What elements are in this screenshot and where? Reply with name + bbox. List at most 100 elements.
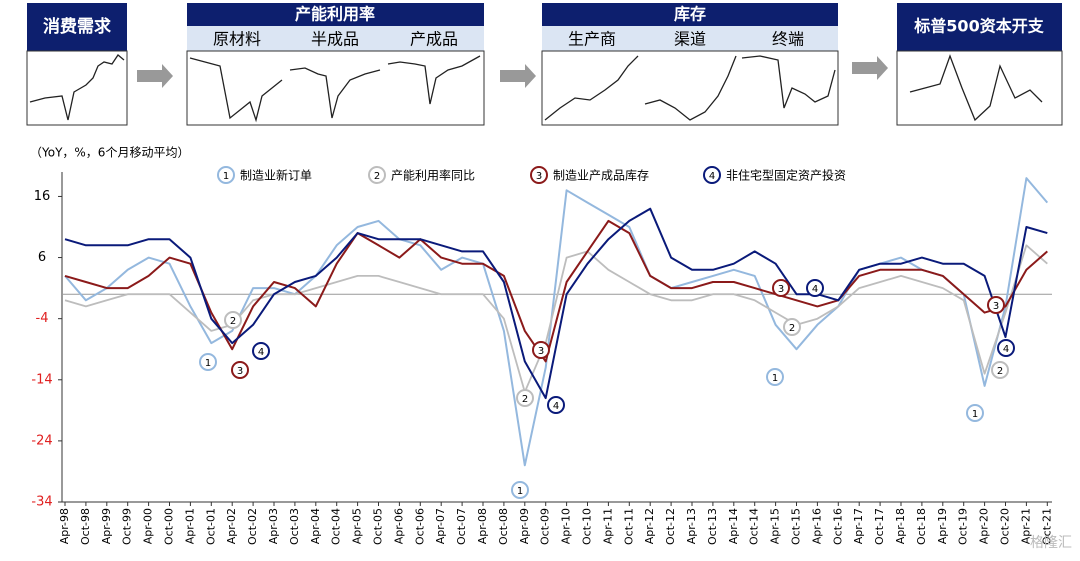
x-tick-label: Oct-03: [288, 508, 301, 545]
y-tick-label: -24: [31, 433, 52, 448]
annotation: 3: [237, 366, 243, 377]
box: [26, 50, 128, 126]
annotation-marker: [806, 279, 824, 297]
sparkline: [741, 55, 836, 109]
annotation: 4: [812, 284, 818, 295]
annotation: 3: [538, 346, 544, 357]
x-tick-label: Oct-19: [957, 508, 970, 545]
legend-number: 2: [374, 171, 380, 182]
x-tick-label: Oct-20: [999, 508, 1012, 545]
chart: 16 6 -4 -14 -24 -34 Apr-98 Oct-98 Apr-99 Oct-99 Ap…: [31, 166, 1072, 551]
x-tick-label: Oct-05: [372, 508, 385, 545]
x-tick-label: Apr-19: [936, 508, 949, 544]
x-tick-label: Oct-16: [831, 508, 844, 545]
series-line: [64, 219, 1048, 363]
box: [541, 50, 839, 126]
x-tick-label: Oct-11: [622, 508, 635, 545]
x-tick-label: Apr-00: [142, 508, 155, 544]
box-title: 消费需求: [43, 16, 111, 37]
box-item: 原材料: [213, 30, 261, 49]
legend-marker: [703, 166, 721, 184]
box-header: [187, 3, 484, 26]
x-tick-label: Apr-98: [58, 508, 71, 544]
legend-marker: [530, 166, 548, 184]
series-line: [64, 177, 1049, 467]
sparkline: [189, 57, 283, 123]
watermark: 格隆汇: [1030, 535, 1072, 551]
x-tick-label: Apr-18: [894, 508, 907, 544]
x-tick-label: Oct-15: [790, 508, 803, 545]
sparkline: [387, 55, 481, 105]
annotation-marker: [511, 481, 529, 499]
x-tick-label: Apr-20: [978, 508, 991, 544]
arrow: [852, 56, 888, 80]
box-header: [542, 3, 838, 26]
x-tick-label: Apr-16: [810, 508, 823, 544]
annotation-marker: [199, 353, 217, 371]
box-item: 终端: [772, 30, 804, 49]
x-tick-label: Apr-05: [351, 508, 364, 544]
x-tick-label: Apr-11: [601, 508, 614, 544]
legend-marker: [368, 166, 386, 184]
annotation: 2: [522, 394, 528, 405]
annotation: 3: [778, 284, 784, 295]
x-tick-label: Oct-21: [1040, 508, 1053, 545]
legend-marker: [217, 166, 235, 184]
x-tick-label: Apr-06: [392, 508, 405, 544]
annotation: 4: [1003, 344, 1009, 355]
x-tick-label: Oct-04: [330, 508, 343, 545]
annotation: 3: [993, 301, 999, 312]
sparkline: [544, 55, 639, 121]
series-line: [64, 207, 1048, 400]
x-tick-label: Apr-17: [852, 508, 865, 544]
annotation-marker: [516, 389, 534, 407]
box: [896, 50, 1063, 126]
annotation-marker: [783, 318, 801, 336]
x-tick-label: Oct-10: [581, 508, 594, 545]
legend-label: 非住宅型固定资产投资: [726, 168, 846, 183]
annotation-marker: [991, 361, 1009, 379]
x-tick-label: Apr-01: [183, 508, 196, 544]
box-title: 产能利用率: [295, 5, 375, 24]
arrow: [137, 64, 173, 88]
annotation: 2: [789, 323, 795, 334]
annotation-marker: [224, 311, 242, 329]
box-item: 渠道: [674, 30, 706, 49]
x-tick-label: Apr-09: [518, 508, 531, 544]
sparkline: [644, 55, 737, 121]
legend-label: 制造业产成品库存: [553, 168, 649, 183]
legend-label: 制造业新订单: [240, 168, 312, 183]
x-tick-label: Apr-04: [309, 508, 322, 544]
x-tick-label: Apr-12: [643, 508, 656, 544]
box-subheader: [187, 26, 484, 51]
legend-number: 4: [709, 171, 715, 182]
sparkline: [909, 54, 1043, 122]
x-tick-label: Oct-18: [915, 508, 928, 545]
box-header: [27, 3, 127, 51]
annotation-marker: [966, 404, 984, 422]
box-header: [897, 3, 1062, 51]
annotation: 1: [205, 358, 211, 369]
annotation-marker: [252, 342, 270, 360]
annotation-marker: [547, 396, 565, 414]
y-tick-label: 6: [38, 250, 46, 265]
x-tick-label: Apr-07: [434, 508, 447, 544]
x-tick-label: Oct-14: [748, 508, 761, 545]
annotation: 1: [517, 486, 523, 497]
annotation: 1: [772, 373, 778, 384]
box-title: 标普500资本开支: [913, 17, 1044, 36]
x-tick-label: Oct-06: [413, 508, 426, 545]
x-tick-label: Apr-99: [100, 508, 113, 544]
x-tick-label: Oct-07: [455, 508, 468, 545]
x-tick-label: Oct-17: [873, 508, 886, 545]
x-tick-label: Oct-99: [121, 508, 134, 545]
arrow: [500, 64, 536, 88]
y-tick-label: -34: [31, 495, 52, 510]
annotation-marker: [231, 361, 249, 379]
box-subheader: [542, 26, 838, 51]
sparkline: [289, 67, 381, 119]
unit-label: （YoY，%，6个月移动平均）: [30, 146, 189, 160]
x-tick-label: Oct-08: [497, 508, 510, 545]
x-tick-label: Oct-00: [163, 508, 176, 545]
annotation: 2: [997, 366, 1003, 377]
